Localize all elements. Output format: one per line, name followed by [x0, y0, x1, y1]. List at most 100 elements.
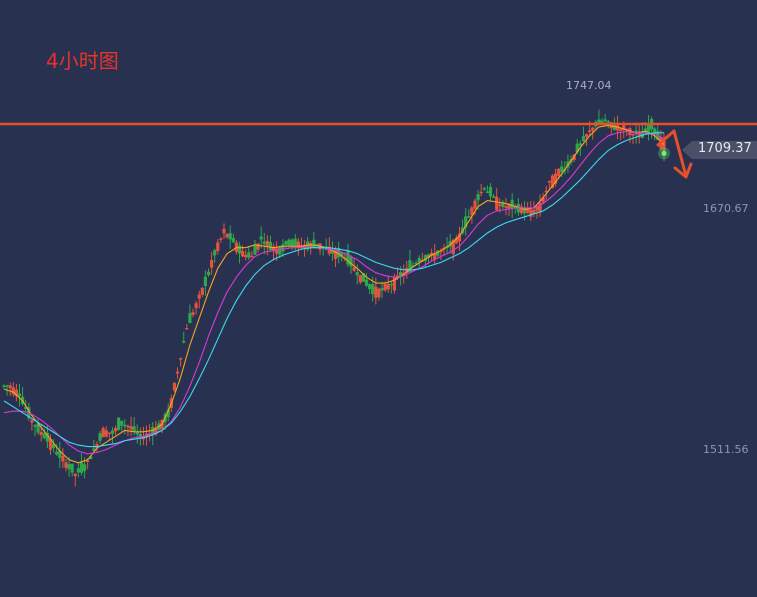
- down-candle: [76, 468, 80, 473]
- up-candle: [405, 268, 409, 273]
- up-candle: [507, 204, 511, 209]
- up-candle: [129, 426, 133, 430]
- last-price-dot: [661, 150, 667, 156]
- down-candle: [67, 464, 71, 470]
- up-candle: [250, 255, 254, 258]
- down-candle: [188, 313, 192, 323]
- down-candle: [364, 279, 369, 286]
- up-candle: [219, 238, 223, 240]
- up-candle: [547, 180, 551, 183]
- up-candle: [194, 303, 198, 309]
- down-candle: [213, 250, 217, 256]
- down-candle: [70, 463, 74, 473]
- up-candle: [86, 460, 90, 462]
- down-candle: [287, 239, 291, 246]
- up-candle: [275, 248, 279, 254]
- down-candle: [5, 385, 9, 387]
- down-candle: [33, 424, 37, 427]
- up-candle: [333, 250, 338, 259]
- down-candle: [510, 199, 514, 209]
- up-candle: [544, 190, 548, 193]
- current-price-tag: [682, 141, 757, 159]
- moving-average-line: [3, 132, 664, 448]
- down-candle: [55, 451, 59, 455]
- moving-average-line: [3, 124, 665, 464]
- up-candle: [73, 473, 77, 477]
- down-candle: [51, 443, 56, 449]
- up-candle: [557, 168, 561, 176]
- up-candle: [538, 202, 542, 213]
- down-candle: [166, 409, 170, 418]
- down-candle: [2, 385, 6, 388]
- up-candle: [64, 462, 68, 468]
- down-candle: [92, 448, 96, 451]
- down-candle: [206, 271, 211, 276]
- up-candle: [113, 428, 118, 432]
- down-candle: [89, 456, 93, 460]
- up-candle: [662, 140, 666, 152]
- up-candle: [451, 239, 455, 255]
- up-candle: [8, 385, 12, 389]
- up-candle: [529, 209, 533, 217]
- up-candle: [519, 206, 524, 214]
- down-candle: [346, 250, 350, 265]
- up-candle: [550, 175, 555, 189]
- down-candle: [253, 244, 257, 255]
- up-candle: [216, 242, 220, 251]
- up-candle: [504, 206, 508, 208]
- down-candle: [426, 254, 431, 258]
- down-candle: [467, 216, 471, 218]
- down-candle: [110, 430, 115, 434]
- up-candle: [265, 240, 269, 246]
- down-candle: [337, 247, 341, 258]
- down-candle: [278, 246, 282, 255]
- up-candle: [172, 382, 177, 391]
- down-candle: [380, 288, 384, 291]
- up-candle: [588, 130, 592, 133]
- down-candle: [231, 237, 235, 243]
- down-candle: [284, 241, 288, 245]
- up-candle: [358, 274, 362, 283]
- up-candle: [498, 204, 502, 206]
- down-candle: [293, 238, 297, 246]
- up-candle: [392, 276, 397, 291]
- up-candle: [271, 246, 276, 251]
- up-candle: [526, 209, 530, 213]
- up-candle: [48, 438, 53, 450]
- up-candle: [11, 387, 15, 395]
- up-candle: [619, 128, 623, 131]
- down-candle: [247, 252, 251, 258]
- down-candle: [653, 128, 657, 135]
- down-candle: [138, 433, 142, 438]
- up-candle: [377, 288, 381, 298]
- down-candle: [45, 432, 49, 442]
- up-candle: [383, 284, 387, 291]
- up-candle: [622, 125, 626, 131]
- high-price-label: 1747.04: [566, 79, 612, 92]
- down-candle: [417, 258, 421, 263]
- down-candle: [117, 417, 121, 430]
- down-candle: [522, 207, 527, 214]
- down-candle: [414, 262, 418, 265]
- down-candle: [340, 252, 344, 257]
- up-candle: [374, 286, 378, 298]
- up-candle: [433, 253, 437, 260]
- down-candle: [361, 273, 366, 282]
- down-candle: [151, 426, 155, 436]
- down-candle: [560, 166, 564, 172]
- down-candle: [436, 250, 440, 256]
- up-candle: [473, 200, 477, 209]
- up-candle: [495, 196, 499, 211]
- up-candle: [591, 127, 595, 131]
- down-candle: [646, 123, 651, 134]
- up-candle: [256, 243, 260, 250]
- down-candle: [120, 420, 124, 426]
- up-candle: [222, 228, 226, 234]
- up-candle: [352, 267, 356, 271]
- down-candle: [597, 119, 601, 123]
- down-candle: [36, 423, 40, 433]
- down-candle: [182, 340, 186, 343]
- up-candle: [175, 371, 180, 374]
- price-axis-panel: [690, 0, 757, 597]
